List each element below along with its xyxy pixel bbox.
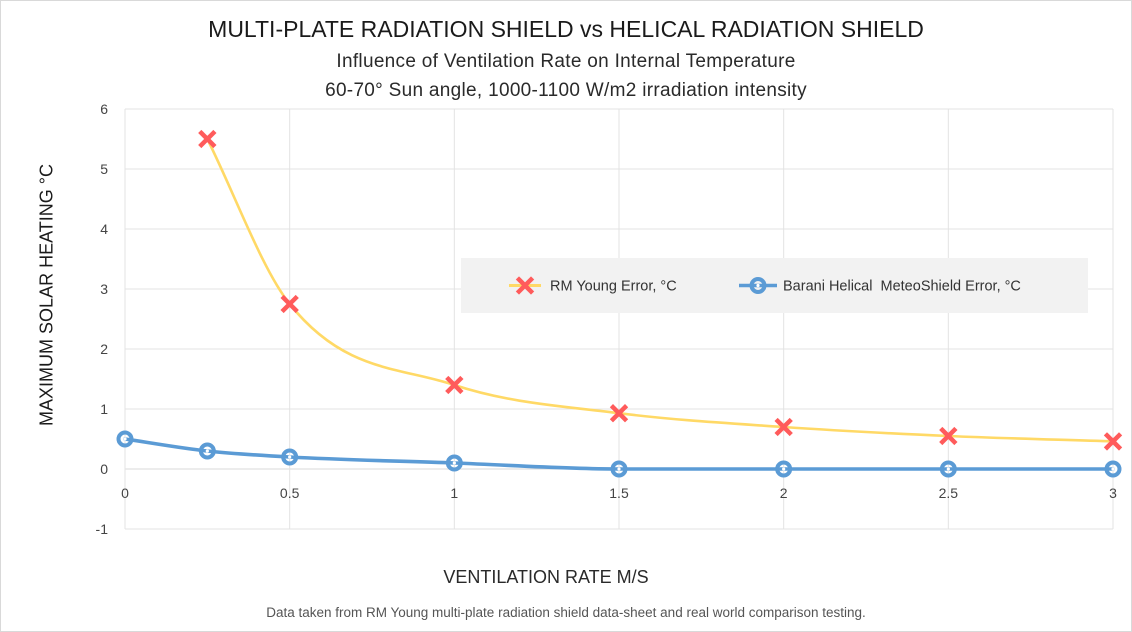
x-tick-label: 2 xyxy=(780,485,788,501)
x-tick-label: 0.5 xyxy=(280,485,300,501)
legend: RM Young Error, °C Barani Helical MeteoSh… xyxy=(461,258,1088,313)
x-tick-label: 2.5 xyxy=(939,485,959,501)
y-tick-label: 1 xyxy=(100,401,108,417)
data-point-rm-young xyxy=(774,417,793,437)
x-tick-label: 3 xyxy=(1109,485,1117,501)
data-point-rm-young xyxy=(609,404,629,423)
data-point-barani-helical xyxy=(610,460,628,478)
data-point-barani-helical xyxy=(198,442,216,460)
legend-marker-barani-helical xyxy=(749,277,767,294)
data-point-rm-young xyxy=(939,426,958,446)
data-source-note: Data taken from RM Young multi-plate rad… xyxy=(266,605,866,620)
data-point-barani-helical xyxy=(116,430,134,448)
chart-subtitle-conditions: 60-70° Sun angle, 1000-1100 W/m2 irradia… xyxy=(325,80,807,101)
chart-subtitle: Influence of Ventilation Rate on Interna… xyxy=(336,51,796,72)
x-axis-label: VENTILATION RATE M/S xyxy=(443,567,649,587)
data-point-rm-young xyxy=(445,375,464,395)
legend-label-barani-helical: Barani Helical MeteoShield Error, °C xyxy=(783,279,1021,295)
y-tick-label: 4 xyxy=(100,221,108,237)
legend-label-rm-young: RM Young Error, °C xyxy=(550,279,677,295)
grid xyxy=(124,108,1114,530)
data-point-barani-helical xyxy=(939,460,957,478)
y-tick-label: 2 xyxy=(100,341,108,357)
x-tick-label: 1.5 xyxy=(609,485,629,501)
data-point-rm-young xyxy=(280,294,299,314)
tick-labels: -1 0 1 2 3 4 5 6 0 0.5 1 1.5 2 2.5 3 xyxy=(96,101,1118,537)
y-tick-label: 0 xyxy=(100,461,108,477)
y-tick-label: 5 xyxy=(100,161,108,177)
x-tick-label: 1 xyxy=(450,485,458,501)
series-layer xyxy=(116,129,1123,478)
data-point-barani-helical xyxy=(775,460,793,478)
data-point-barani-helical xyxy=(445,454,463,472)
x-tick-label: 0 xyxy=(121,485,129,501)
data-point-rm-young xyxy=(1103,432,1123,451)
y-tick-label: 6 xyxy=(100,101,108,117)
data-point-rm-young xyxy=(198,129,217,149)
data-point-barani-helical xyxy=(1104,460,1122,478)
data-point-barani-helical xyxy=(281,448,299,466)
y-tick-label: 3 xyxy=(100,281,108,297)
y-tick-label: -1 xyxy=(96,521,109,537)
chart-title: MULTI-PLATE RADIATION SHIELD vs HELICAL … xyxy=(208,16,924,42)
legend-marker-rm-young xyxy=(515,276,535,295)
